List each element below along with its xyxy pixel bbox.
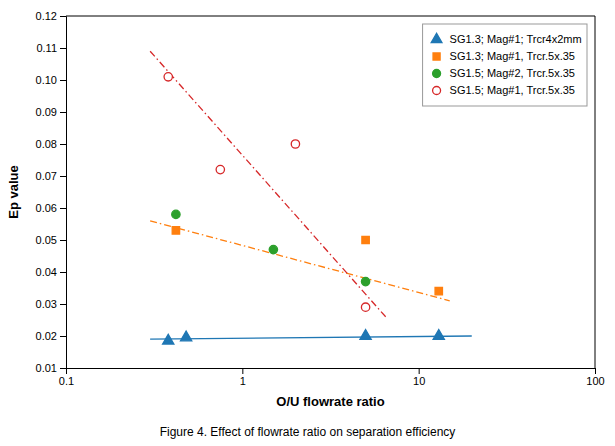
- legend-item: SG1.3; Mag#1, Trcr.5x.35: [433, 50, 575, 62]
- legend-symbol: [433, 70, 441, 78]
- tick-mark: [60, 144, 66, 145]
- frame: [66, 16, 595, 17]
- legend-symbol: [431, 33, 442, 42]
- plot: 0.11101000.010.020.030.040.050.060.070.0…: [36, 10, 605, 387]
- axis-line: [67, 369, 596, 375]
- tick-label: 0.02: [36, 330, 57, 342]
- series: [172, 227, 442, 295]
- tick: 0.05: [36, 234, 66, 246]
- legend-label: SG1.3; Mag#1, Trcr.5x.35: [450, 50, 575, 62]
- legend-symbol: [433, 87, 441, 95]
- tick-mark: [419, 368, 420, 374]
- point: [172, 210, 180, 218]
- tick-mark: [60, 240, 66, 241]
- tick-mark: [60, 16, 66, 17]
- tick: 0.08: [36, 138, 66, 150]
- tick-label: 0.1: [59, 375, 74, 387]
- legend-label: SG1.5; Mag#1, Trcr.5x.35: [450, 84, 575, 96]
- tick: 0.12: [36, 10, 66, 22]
- legend-item: SG1.5; Mag#1, Trcr.5x.35: [433, 84, 575, 96]
- legend-symbol: [433, 53, 440, 60]
- point: [361, 303, 369, 311]
- tick: 0.11: [36, 42, 66, 54]
- trend-line: [150, 336, 472, 339]
- chart: 0.11101000.010.020.030.040.050.060.070.0…: [0, 0, 615, 446]
- point: [362, 236, 369, 243]
- y-axis: 0.01 0.02 0.03 0.04 0.05 0.06 0.07 0.08 0.09 0.10…: [36, 10, 67, 374]
- tick-mark: [60, 80, 66, 81]
- tick-mark: [60, 208, 66, 209]
- legend: SG1.3; Mag#1; Trcr4x2mm SG1.3; Mag#1, Trc…: [423, 24, 587, 106]
- series: [163, 329, 445, 344]
- tick-mark: [60, 112, 66, 113]
- tick-label: 0.07: [36, 170, 57, 182]
- point: [360, 329, 371, 339]
- tick-label: 0.08: [36, 138, 57, 150]
- point: [163, 334, 174, 344]
- tick-label: 0.05: [36, 234, 57, 246]
- point: [216, 165, 224, 173]
- tick: 0.02: [36, 330, 66, 342]
- point: [180, 331, 191, 341]
- legend-box: [423, 24, 587, 106]
- x-axis-title: O/U flowrate ratio: [276, 394, 384, 409]
- tick-mark: [60, 272, 66, 273]
- tick: 0.07: [36, 170, 66, 182]
- tick-label: 0.06: [36, 202, 57, 214]
- tick: 0.04: [36, 266, 66, 278]
- tick: 0.03: [36, 298, 66, 310]
- tick-mark: [60, 48, 66, 49]
- tick-label: 0.04: [36, 266, 57, 278]
- legend-label: SG1.3; Mag#1; Trcr4x2mm: [450, 33, 582, 45]
- x-axis: 0.1 1 10 100: [59, 368, 605, 387]
- tick-mark: [242, 368, 243, 374]
- tick-label: 0.03: [36, 298, 57, 310]
- point: [361, 277, 369, 285]
- tick: 0.06: [36, 202, 66, 214]
- point: [164, 73, 172, 81]
- point: [172, 227, 179, 234]
- point: [435, 287, 442, 294]
- legend-item: SG1.5; Mag#2, Trcr.5x.35: [433, 67, 575, 79]
- point: [291, 140, 299, 148]
- tick-label: 0.11: [36, 42, 57, 54]
- tick-mark: [595, 368, 596, 374]
- tick: 0.1: [59, 368, 74, 387]
- tick-mark: [60, 304, 66, 305]
- legend-item: SG1.3; Mag#1; Trcr4x2mm: [431, 33, 581, 45]
- caption: Figure 4. Effect of flowrate ratio on se…: [160, 425, 456, 439]
- tick-label: 0.12: [36, 10, 57, 22]
- point: [433, 329, 444, 339]
- legend-label: SG1.5; Mag#2, Trcr.5x.35: [450, 67, 575, 79]
- tick: 100: [586, 368, 604, 387]
- tick-mark: [60, 176, 66, 177]
- point: [269, 245, 277, 253]
- y-axis-title: Ep value: [6, 165, 21, 218]
- tick-label: 10: [413, 375, 425, 387]
- trend-line: [150, 221, 450, 301]
- series: [172, 210, 370, 286]
- series: [164, 73, 370, 312]
- tick-label: 0.10: [36, 74, 57, 86]
- tick: 0.09: [36, 106, 66, 118]
- axis-line: [60, 17, 67, 369]
- tick: 0.01: [36, 362, 66, 374]
- frame: [595, 16, 596, 368]
- tick-mark: [60, 368, 66, 369]
- trend-line: [150, 51, 386, 317]
- tick: 10: [413, 368, 425, 387]
- tick-label: 0.01: [36, 362, 57, 374]
- tick-label: 1: [240, 375, 246, 387]
- tick-label: 0.09: [36, 106, 57, 118]
- tick-mark: [60, 336, 66, 337]
- tick: 0.10: [36, 74, 66, 86]
- tick: 1: [240, 368, 246, 387]
- tick-label: 100: [586, 375, 604, 387]
